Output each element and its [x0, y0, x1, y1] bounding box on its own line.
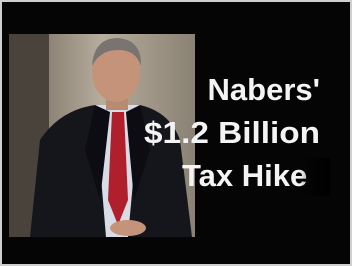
caption-line: $1.2 Billion	[144, 115, 320, 150]
text-fade	[300, 158, 330, 196]
caption-line: Tax Hike	[182, 158, 307, 193]
caption-line: Nabers'	[208, 72, 320, 107]
video-frame: Nabers' $1.2 Billion Tax Hike	[0, 0, 352, 266]
text-mask	[330, 150, 350, 200]
page: Nabers' $1.2 Billion Tax Hike (() => { c…	[0, 0, 352, 266]
hands	[110, 220, 146, 236]
